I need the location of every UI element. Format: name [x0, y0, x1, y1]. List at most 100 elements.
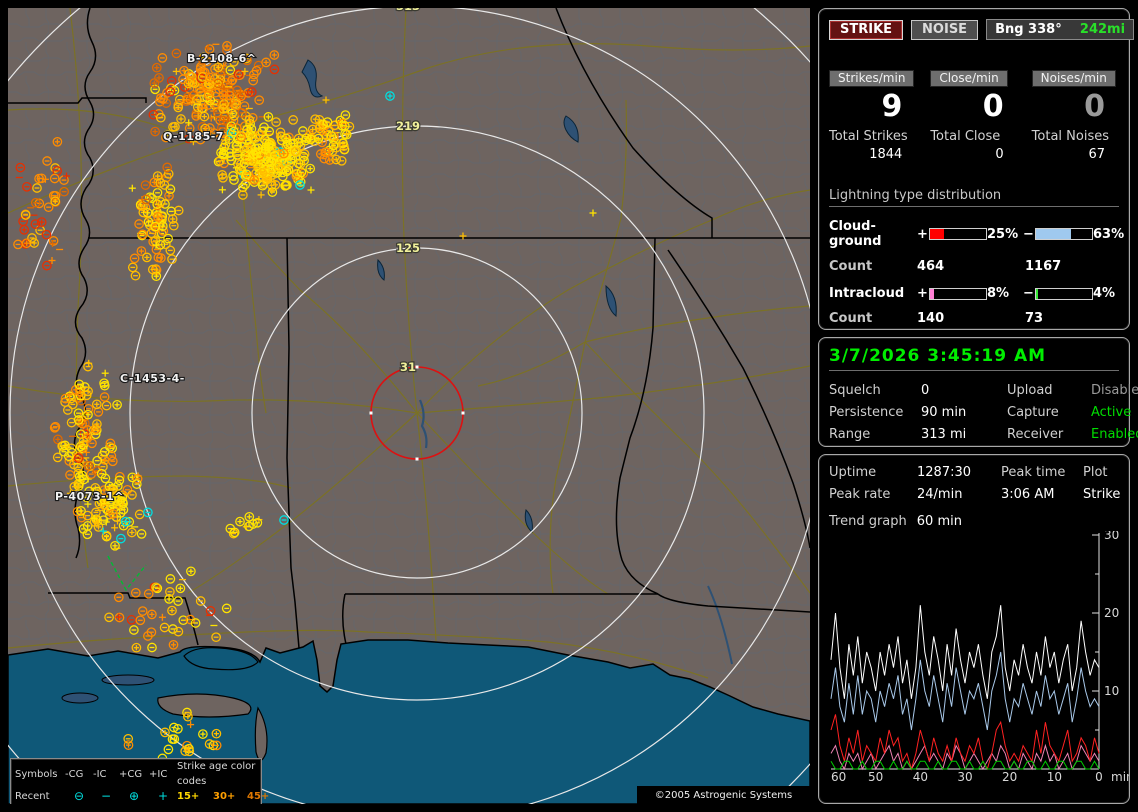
status-value: 0	[921, 383, 1007, 398]
minus-sign: −	[1023, 227, 1035, 242]
trend-series-icrate	[831, 746, 1099, 769]
peak-rate-label: Peak rate	[829, 487, 917, 502]
peak-time-label: Peak time	[1001, 465, 1083, 480]
ic-plus-symbol: +	[149, 789, 177, 804]
status-label: Range	[829, 427, 921, 442]
peak-rate-value: 24/min	[917, 487, 1001, 502]
bearing-range: 242mi	[1080, 22, 1125, 37]
age-code: 30+	[213, 789, 247, 804]
status-label: Capture	[1007, 405, 1091, 420]
strike-mode-button[interactable]: STRIKE	[829, 20, 903, 40]
close-per-min-value: 0	[930, 89, 1017, 125]
status-value: 90 min	[921, 405, 1007, 420]
trend-panel: Uptime 1287:30 Peak time Plot Peak rate …	[818, 454, 1130, 804]
legend-header: Symbols	[15, 767, 65, 782]
cg-plus-symbol: ⊕	[119, 789, 149, 804]
x-tick-label: 40	[913, 770, 928, 783]
map-canvas: 31 125 219 313 B-2108-6^ Q-1185-7 C-1453-4- P-…	[8, 8, 810, 804]
ic-minus-count: 73	[1025, 311, 1119, 326]
cg-count-label: Count	[829, 259, 917, 274]
cloud-ground-label: Cloud-ground	[829, 219, 917, 249]
legend-header: -IC	[93, 767, 119, 782]
ring-label: 219	[396, 119, 420, 133]
noises-per-min-chip[interactable]: Noises/min	[1032, 70, 1116, 87]
ring-label: 125	[396, 241, 420, 255]
trend-graph: 1020306050403020100min	[829, 531, 1129, 783]
status-label: Upload	[1007, 383, 1091, 398]
copyright-bar: ©2005 Astrogenic Systems	[637, 786, 810, 804]
x-tick-label: 60	[831, 770, 846, 783]
trend-graph-label: Trend graph	[829, 514, 907, 529]
total-noises-label: Total Noises	[1032, 129, 1119, 144]
age-code: 45+	[247, 789, 281, 804]
cg-minus-pct: 63%	[1093, 227, 1121, 242]
trend-graph-value: 60 min	[917, 514, 962, 529]
cg-minus-symbol: ⊖	[65, 789, 93, 804]
status-value: Disabled	[1091, 383, 1138, 398]
age-code: 15+	[177, 789, 213, 804]
plot-value: Strike	[1083, 487, 1120, 502]
uptime-label: Uptime	[829, 465, 917, 480]
y-tick-label: 20	[1104, 606, 1119, 620]
total-noises-value: 67	[1032, 147, 1119, 162]
ic-plus-count: 140	[917, 311, 1025, 326]
storm-cell-label: Q-1185-7	[163, 130, 224, 143]
plot-label: Plot	[1083, 465, 1120, 480]
status-label: Persistence	[829, 405, 921, 420]
strike-stats-panel: STRIKE NOISE Bng 338° 242mi Strikes/min …	[818, 8, 1130, 330]
total-strikes-label: Total Strikes	[829, 129, 916, 144]
ic-plus-pct: 8%	[987, 286, 1023, 301]
x-tick-label: 20	[1002, 770, 1017, 783]
bearing-value: Bng 338°	[995, 22, 1062, 37]
cg-plus-count: 464	[917, 259, 1025, 274]
y-tick-label: 10	[1104, 684, 1119, 698]
noise-mode-button[interactable]: NOISE	[911, 20, 978, 40]
y-tick-label: 30	[1104, 531, 1119, 542]
trend-series-cgrate	[831, 652, 1099, 730]
datetime-display: 3/7/2026 3:45:19 AM	[829, 346, 1119, 371]
x-tick-label: 10	[1047, 770, 1062, 783]
total-close-label: Total Close	[930, 129, 1017, 144]
copyright-text: ©2005 Astrogenic Systems	[655, 790, 792, 801]
ic-minus-bar	[1035, 288, 1093, 300]
status-value: Active	[1091, 405, 1138, 420]
peak-time-value: 3:06 AM	[1001, 487, 1083, 502]
strikes-per-min-chip[interactable]: Strikes/min	[829, 70, 914, 87]
noises-per-min-value: 0	[1032, 89, 1119, 125]
cg-minus-count: 1167	[1025, 259, 1119, 274]
uptime-value: 1287:30	[917, 465, 1001, 480]
legend-header: -CG	[65, 767, 93, 782]
trend-series-totalrate	[831, 605, 1099, 699]
status-panel: 3/7/2026 3:45:19 AM Squelch0UploadDisabl…	[818, 337, 1130, 447]
status-label: Receiver	[1007, 427, 1091, 442]
ring-label: 313	[396, 8, 420, 13]
lightning-map[interactable]: 31 125 219 313 B-2108-6^ Q-1185-7 C-1453-4- P-…	[8, 8, 810, 804]
x-tick-label: 50	[868, 770, 883, 783]
close-per-min-chip[interactable]: Close/min	[930, 70, 1007, 87]
cg-plus-bar	[929, 228, 987, 240]
strikes-per-min-value: 9	[829, 89, 916, 125]
total-strikes-value: 1844	[829, 147, 916, 162]
intracloud-label: Intracloud	[829, 286, 917, 301]
ic-count-label: Count	[829, 311, 917, 326]
cg-plus-pct: 25%	[987, 227, 1023, 242]
ring-label: 31	[400, 360, 416, 374]
storm-cell-label: C-1453-4-	[120, 372, 185, 385]
minus-sign: −	[1023, 286, 1035, 301]
nexstorm-window: 31 125 219 313 B-2108-6^ Q-1185-7 C-1453-4- P-…	[0, 0, 1138, 812]
status-value: 313 mi	[921, 427, 1007, 442]
legend-header: +CG	[119, 767, 149, 782]
total-close-value: 0	[930, 147, 1017, 162]
distribution-title: Lightning type distribution	[829, 188, 1119, 207]
storm-cell-label: B-2108-6^	[187, 52, 257, 65]
legend-row-label: Recent	[15, 789, 65, 804]
plus-sign: +	[917, 227, 929, 242]
ic-minus-pct: 4%	[1093, 286, 1121, 301]
ic-minus-symbol: −	[93, 789, 119, 804]
plus-sign: +	[917, 286, 929, 301]
ic-plus-bar	[929, 288, 987, 300]
status-value: Enabled	[1091, 427, 1138, 442]
storm-cell-label: P-4073-1^	[55, 490, 124, 503]
x-axis-unit: min	[1111, 770, 1129, 783]
x-tick-label: 0	[1095, 770, 1103, 783]
